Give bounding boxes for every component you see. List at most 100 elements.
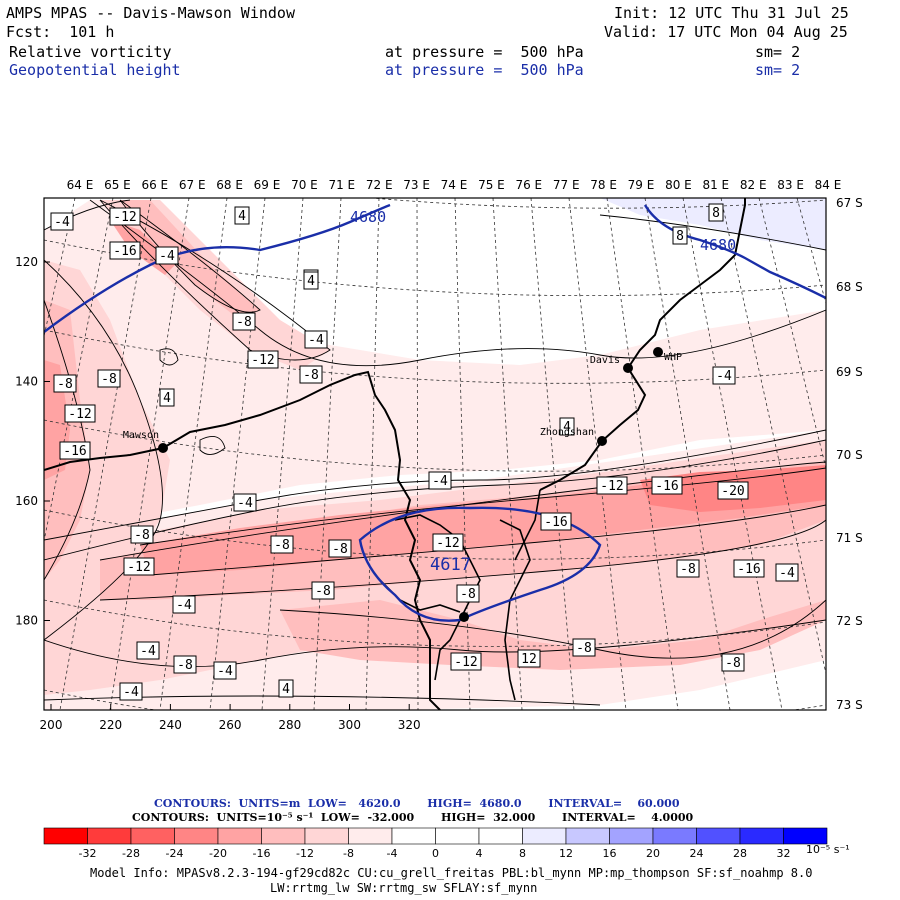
svg-text:-20: -20 (721, 484, 744, 499)
vorticity-label: -8 (299, 365, 323, 384)
svg-text:WHP: WHP (664, 352, 682, 363)
top-axis-label: 74 E (441, 178, 468, 192)
svg-text:Mawson: Mawson (123, 430, 159, 441)
svg-text:4: 4 (238, 209, 246, 224)
height-label: 4680 (700, 236, 736, 254)
vorticity-label: -8 (572, 638, 596, 657)
bottom-axis-label: 320 (398, 718, 421, 732)
svg-text:-4: -4 (54, 215, 70, 230)
height-label: 4680 (350, 208, 386, 226)
svg-text:-8: -8 (303, 368, 319, 383)
height-contour-info: CONTOURS: UNITS=m LOW= 4620.0 HIGH= 4680… (154, 797, 680, 810)
svg-text:-16: -16 (655, 479, 678, 494)
field1-smoothing: sm= 2 (755, 43, 801, 61)
top-axis-label: 67 E (179, 178, 206, 192)
colorbar-label: 12 (559, 847, 573, 860)
vorticity-label: -4 (428, 471, 452, 490)
colorbar-swatch (739, 827, 784, 845)
vorticity-contour-info: CONTOURS: UNITS=10⁻⁵ s⁻¹ LOW= -32.000 HI… (132, 811, 694, 824)
svg-text:-4: -4 (237, 496, 253, 511)
vorticity-label: -4 (155, 246, 179, 265)
top-axis-label: 79 E (628, 178, 655, 192)
colorbar-label: 8 (519, 847, 526, 860)
valid-time: Valid: 17 UTC Mon 04 Aug 25 (604, 23, 848, 41)
svg-text:-16: -16 (63, 444, 86, 459)
bottom-axis-label: 220 (99, 718, 122, 732)
station-marker (459, 612, 469, 622)
colorbar-label: -28 (122, 847, 140, 860)
top-axis-label: 73 E (403, 178, 430, 192)
top-axis-label: 69 E (254, 178, 281, 192)
model-info-line1: Model Info: MPASv8.2.3-194-gf29cd82c CU:… (90, 866, 813, 880)
right-axis-label: 68 S (836, 280, 863, 294)
field1-pressure: at pressure = 500 hPa (385, 43, 584, 61)
colorbar-label: -32 (79, 847, 97, 860)
vorticity-label: -4 (50, 212, 74, 231)
vorticity-label: -12 (596, 476, 628, 495)
svg-text:-8: -8 (101, 372, 117, 387)
svg-text:-4: -4 (176, 598, 192, 613)
vorticity-label: -16 (540, 512, 572, 531)
vorticity-label: -8 (173, 655, 197, 674)
top-axis-label: 83 E (777, 178, 804, 192)
vorticity-label: -12 (432, 533, 464, 552)
vorticity-label: -12 (123, 557, 155, 576)
svg-text:Zhongshan: Zhongshan (540, 427, 594, 438)
colorbar-label: -24 (166, 847, 184, 860)
vorticity-label: 8 (672, 226, 688, 245)
svg-text:-8: -8 (460, 587, 476, 602)
svg-text:8: 8 (676, 229, 684, 244)
colorbar-swatch (261, 827, 306, 845)
svg-text:-4: -4 (217, 664, 233, 679)
top-axis-label: 80 E (665, 178, 692, 192)
svg-text:4: 4 (163, 391, 171, 406)
field1-name: Relative vorticity (9, 43, 172, 61)
vorticity-label: -8 (311, 581, 335, 600)
colorbar-label: 20 (646, 847, 660, 860)
vorticity-label: 4 (303, 271, 319, 290)
colorbar-swatch (652, 827, 697, 845)
left-axis: 120 140 160 180 (15, 255, 50, 628)
height-label: 4617 (430, 555, 471, 575)
right-axis: 67 S 68 S 69 S 70 S 71 S 72 S 73 S (836, 196, 863, 712)
init-time: Init: 12 UTC Thu 31 Jul 25 (614, 4, 849, 22)
vorticity-label: -16 (109, 241, 141, 260)
colorbar-label: -4 (387, 847, 398, 860)
vorticity-label: 8 (708, 203, 724, 222)
vorticity-label: -8 (53, 374, 77, 393)
vorticity-label: -8 (328, 539, 352, 558)
svg-text:8: 8 (712, 206, 720, 221)
vorticity-label: -4 (775, 563, 799, 582)
vorticity-label: -16 (59, 441, 91, 460)
colorbar-label: 16 (603, 847, 617, 860)
vorticity-label: -12 (64, 404, 96, 423)
colorbar-swatch (130, 827, 175, 845)
svg-text:-12: -12 (251, 353, 274, 368)
colorbar-label: -8 (343, 847, 354, 860)
vorticity-label: -8 (456, 584, 480, 603)
top-axis-label: 75 E (478, 178, 505, 192)
colorbar: -32 -28 -24 -20 -16 -12 -8 -4 0 4 8 12 16 20 24 28 32 10⁻… (43, 827, 850, 860)
svg-text:-4: -4 (779, 566, 795, 581)
field2-smoothing: sm= 2 (755, 61, 801, 79)
forecast-hour: Fcst: 101 h (6, 23, 115, 41)
top-axis-label: 65 E (104, 178, 131, 192)
top-axis-label: 68 E (216, 178, 243, 192)
colorbar-swatch (391, 827, 436, 845)
vorticity-label: 4 (559, 417, 575, 436)
station-marker: Davis (590, 355, 633, 373)
colorbar-swatch (174, 827, 219, 845)
bottom-axis-label: 280 (278, 718, 301, 732)
vorticity-label: 12 (517, 649, 541, 668)
colorbar-label: 0 (432, 847, 439, 860)
top-axis: 64 E 65 E 66 E 67 E 68 E 69 E 70 E 71 E 72 E 73 E… (67, 178, 842, 192)
vorticity-label: -8 (721, 653, 745, 672)
vorticity-label: -4 (119, 682, 143, 701)
colorbar-label: 28 (733, 847, 747, 860)
svg-text:-8: -8 (332, 542, 348, 557)
right-axis-label: 72 S (836, 614, 863, 628)
vorticity-label: -12 (109, 207, 141, 226)
plot-title: AMPS MPAS -- Davis-Mawson Window (6, 4, 295, 22)
height-contour-4680 (643, 204, 826, 300)
